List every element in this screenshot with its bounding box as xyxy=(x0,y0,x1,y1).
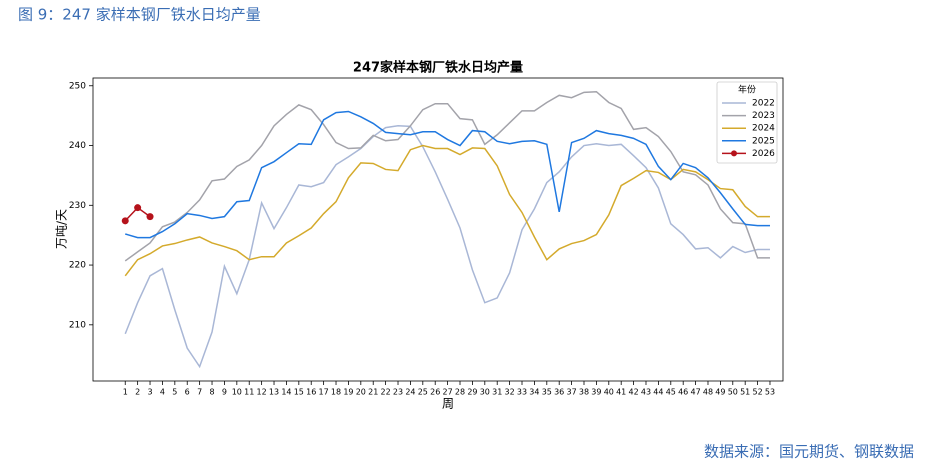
plot-frame xyxy=(92,77,784,382)
legend-label: 2024 xyxy=(752,124,775,134)
series-line xyxy=(124,144,770,277)
x-tick-label: 45 xyxy=(666,388,676,397)
x-tick-label: 11 xyxy=(244,388,254,397)
legend-label: 2022 xyxy=(752,99,775,109)
x-tick-label: 16 xyxy=(306,388,316,397)
x-tick-label: 41 xyxy=(616,388,626,397)
x-tick-label: 30 xyxy=(480,388,490,397)
legend-label: 2025 xyxy=(752,136,775,146)
x-tick-label: 37 xyxy=(567,388,577,397)
x-tick-label: 5 xyxy=(172,388,177,397)
series-line xyxy=(125,110,770,239)
series-marker xyxy=(121,217,129,225)
x-tick-label: 22 xyxy=(381,388,391,397)
source: 数据来源：国元期货、钢联数据 xyxy=(704,443,914,461)
x-tick-label: 32 xyxy=(505,388,515,397)
x-tick-label: 50 xyxy=(728,388,738,397)
series-marker xyxy=(134,204,142,212)
x-tick-label: 42 xyxy=(628,388,638,397)
x-tick-label: 34 xyxy=(529,388,539,397)
y-tick-label: 230 xyxy=(69,201,86,211)
y-tick-label: 240 xyxy=(69,141,86,151)
x-tick-label: 1 xyxy=(123,388,128,397)
x-tick-label: 25 xyxy=(418,388,428,397)
x-tick-label: 27 xyxy=(443,388,453,397)
x-tick-label: 49 xyxy=(715,388,725,397)
y-tick-label: 220 xyxy=(69,261,86,271)
x-tick-label: 15 xyxy=(294,388,304,397)
legend-label: 2026 xyxy=(752,149,775,159)
x-tick-label: 19 xyxy=(343,388,353,397)
series-line xyxy=(124,125,770,369)
x-tick-label: 23 xyxy=(393,388,403,397)
x-tick-label: 48 xyxy=(703,388,713,397)
y-tick-label: 210 xyxy=(69,320,86,330)
x-tick-label: 29 xyxy=(467,388,477,397)
y-tick-label: 250 xyxy=(69,81,86,91)
x-tick-label: 8 xyxy=(209,388,214,397)
x-tick-label: 33 xyxy=(517,388,527,397)
caption: 图 9：247 家样本钢厂铁水日均产量 xyxy=(18,6,261,24)
x-tick-label: 12 xyxy=(257,388,267,397)
legend-marker xyxy=(731,150,737,157)
x-tick-label: 47 xyxy=(690,388,700,397)
x-tick-label: 17 xyxy=(319,388,329,397)
x-tick-label: 3 xyxy=(147,388,152,397)
x-tick-label: 10 xyxy=(232,388,242,397)
y-axis-label: 万吨/天 xyxy=(55,209,69,249)
x-tick-label: 43 xyxy=(641,388,651,397)
x-tick-label: 4 xyxy=(160,388,165,397)
x-tick-label: 28 xyxy=(455,388,465,397)
legend-label: 2023 xyxy=(752,111,775,121)
x-tick-label: 40 xyxy=(604,388,614,397)
x-tick-label: 31 xyxy=(492,388,502,397)
x-tick-label: 24 xyxy=(405,388,415,397)
x-tick-label: 9 xyxy=(222,388,227,397)
x-tick-label: 52 xyxy=(752,388,762,397)
x-tick-label: 44 xyxy=(653,388,663,397)
x-tick-label: 18 xyxy=(331,388,341,397)
x-tick-label: 53 xyxy=(765,388,775,397)
x-tick-label: 6 xyxy=(185,388,190,397)
x-tick-label: 14 xyxy=(281,388,291,397)
x-tick-label: 46 xyxy=(678,388,688,397)
x-tick-label: 13 xyxy=(269,388,279,397)
x-tick-label: 2 xyxy=(135,388,140,397)
series-line xyxy=(124,90,770,262)
x-tick-label: 7 xyxy=(197,388,202,397)
x-tick-label: 26 xyxy=(430,388,440,397)
chart-title: 247家样本钢厂铁水日均产量 xyxy=(353,60,523,76)
x-tick-label: 38 xyxy=(579,388,589,397)
x-tick-label: 39 xyxy=(591,388,601,397)
x-tick-label: 35 xyxy=(542,388,552,397)
x-tick-label: 20 xyxy=(356,388,366,397)
legend-title: 年份 xyxy=(738,84,756,96)
x-tick-label: 21 xyxy=(368,388,378,397)
x-tick-label: 36 xyxy=(554,388,564,397)
x-axis-label: 周 xyxy=(442,397,454,411)
series-marker xyxy=(146,213,154,221)
x-tick-label: 51 xyxy=(740,388,750,397)
